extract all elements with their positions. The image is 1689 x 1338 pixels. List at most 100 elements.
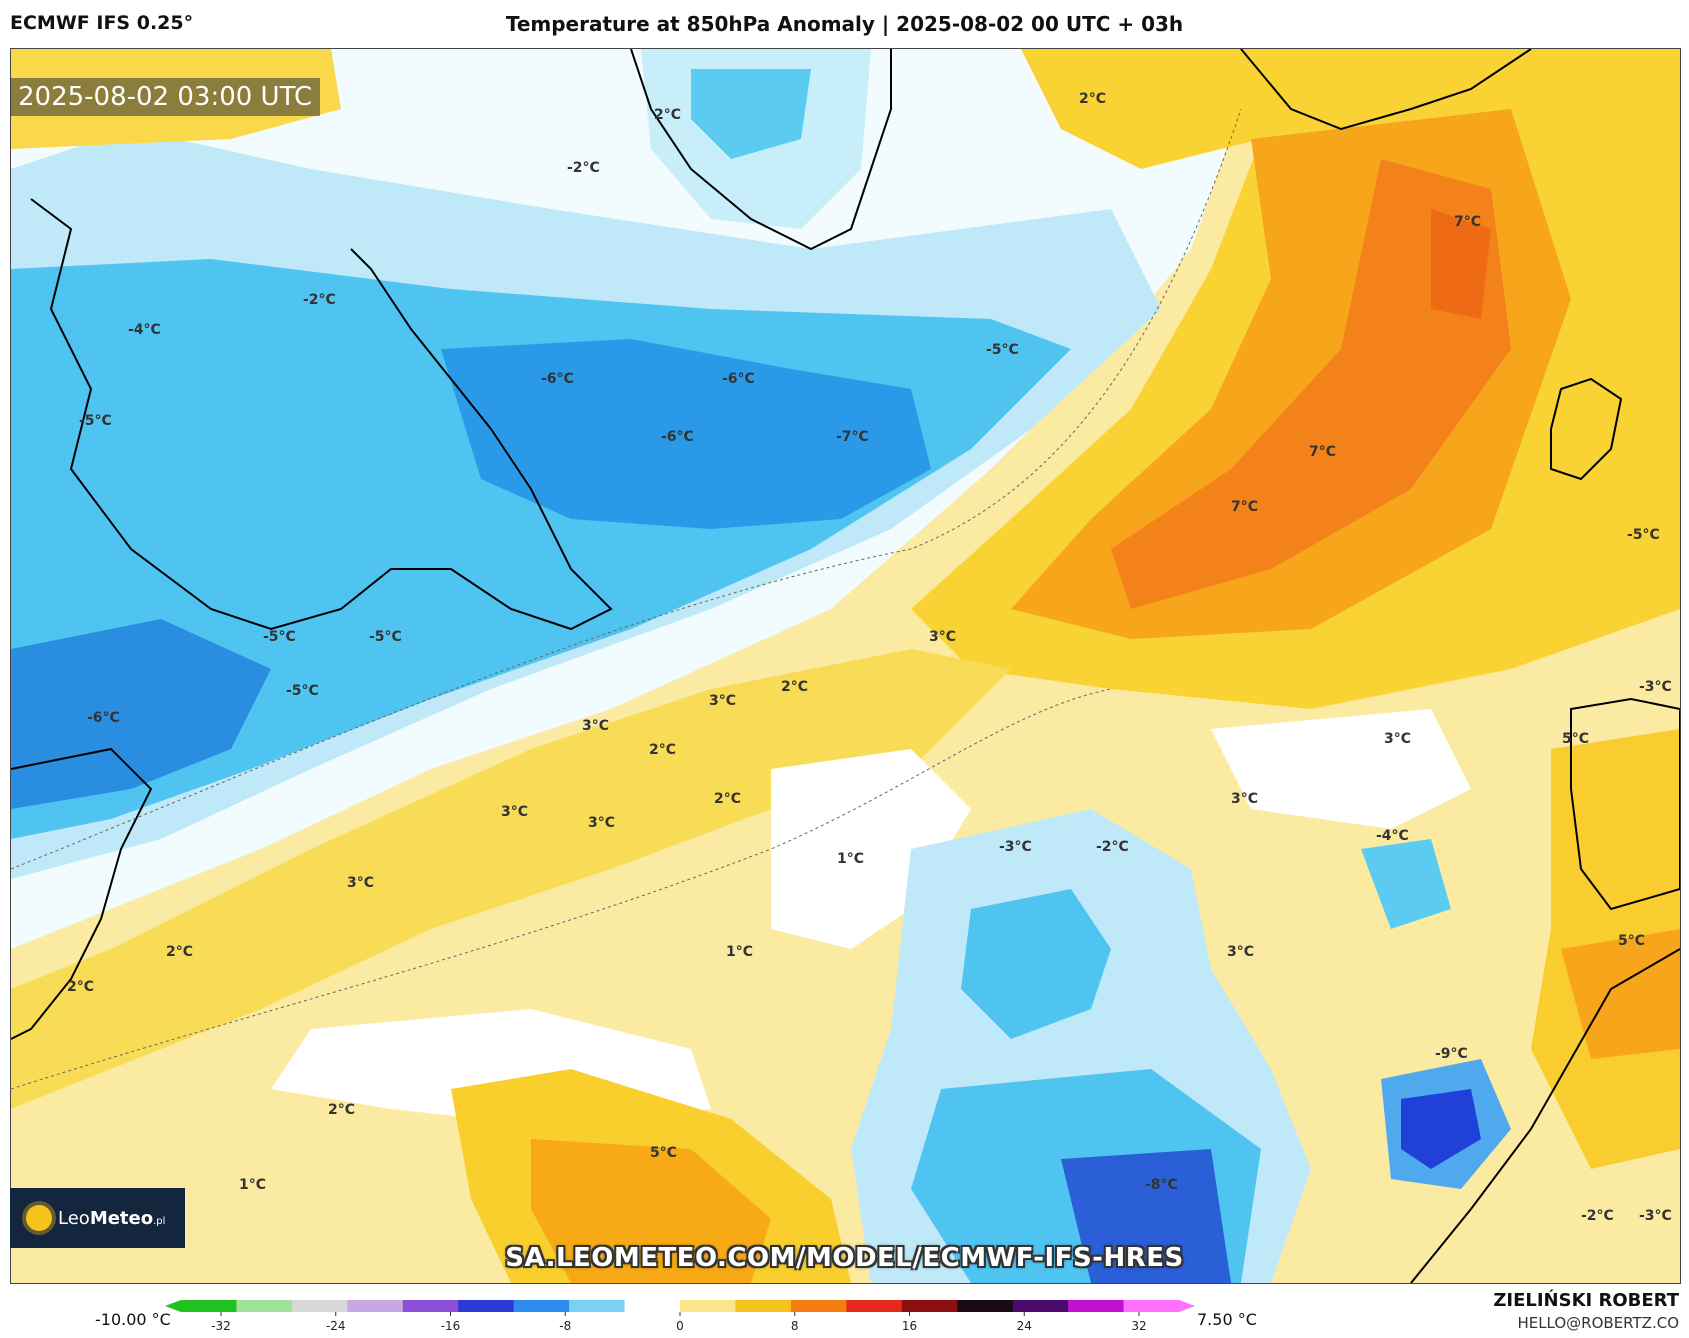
colorbar-segment — [680, 1300, 736, 1312]
contour-label: 2°C — [781, 679, 808, 695]
colorbar-tick-label: -24 — [326, 1319, 346, 1333]
contour-label: -4°C — [1376, 828, 1409, 844]
colorbar-arrow-left — [165, 1300, 181, 1312]
contour-label: 2°C — [166, 944, 193, 960]
colorbar-segment — [790, 1300, 847, 1312]
colorbar-segment — [846, 1300, 903, 1312]
contour-label: -5°C — [286, 683, 319, 699]
coastline-ireland — [1550, 377, 1623, 481]
contour-label: 2°C — [67, 979, 94, 995]
cold-anomaly-small — [1361, 839, 1451, 929]
colorbar: -32 -24 -16 -8 0 8 16 24 32 — [165, 1300, 1195, 1333]
colorbar-segment — [569, 1300, 626, 1312]
contour-label: 3°C — [1227, 944, 1254, 960]
colorbar-segment — [901, 1300, 958, 1312]
contour-label: 3°C — [1231, 791, 1258, 807]
coastline-iceland — [1240, 49, 1532, 131]
author-credit: ZIELIŃSKI ROBERT — [1493, 1290, 1679, 1311]
colorbar-segment — [624, 1300, 681, 1312]
colorbar-segment — [181, 1300, 237, 1312]
contour-label: 7°C — [1454, 214, 1481, 230]
colorbar-tick-label: 16 — [902, 1319, 917, 1333]
contour-label: -3°C — [999, 839, 1032, 855]
contour-label: 2°C — [328, 1102, 355, 1118]
contour-label: 2°C — [1079, 91, 1106, 107]
sun-icon — [26, 1205, 52, 1231]
contour-label: 2°C — [654, 107, 681, 123]
contour-label: -6°C — [87, 710, 120, 726]
valid-time-badge: 2025-08-02 03:00 UTC — [10, 78, 321, 116]
contour-label: 1°C — [239, 1177, 266, 1193]
colorbar-tick-label: 24 — [1017, 1319, 1032, 1333]
colorbar-max-label: 7.50 °C — [1197, 1310, 1257, 1329]
colorbar-min-label: -10.00 °C — [95, 1310, 171, 1329]
colorbar-tick-label: -16 — [441, 1319, 461, 1333]
colorbar-arrow-right — [1179, 1300, 1195, 1312]
colorbar-segment — [1123, 1300, 1180, 1312]
contour-label: 1°C — [726, 944, 753, 960]
coastline-canada — [30, 198, 613, 631]
colorbar-segment — [735, 1300, 792, 1312]
contour-label: -4°C — [128, 322, 161, 338]
contour-label: 3°C — [709, 693, 736, 709]
contour-label: -6°C — [661, 429, 694, 445]
contour-label: -5°C — [369, 629, 402, 645]
source-url: SA.LEOMETEO.COM/MODEL/ECMWF-IFS-HRES — [505, 1243, 1184, 1273]
warm-anomaly-south-core — [531, 1139, 771, 1283]
contour-label: -8°C — [1145, 1177, 1178, 1193]
warm-anomaly-core — [1111, 159, 1511, 609]
colorbar-tick-label: -8 — [559, 1319, 571, 1333]
cold-anomaly-core-nw — [441, 339, 931, 529]
colorbar-segment — [347, 1300, 404, 1312]
coastline-us-east — [11, 747, 153, 1040]
map-title: Temperature at 850hPa Anomaly | 2025-08-… — [505, 12, 1184, 36]
colorbar-tick-label: 32 — [1131, 1319, 1146, 1333]
contour-label: 1°C — [837, 851, 864, 867]
neutral-patch-3 — [1211, 709, 1471, 829]
cold-anomaly-south-core — [1061, 1149, 1231, 1283]
contour-label: 2°C — [649, 742, 676, 758]
contour-label: -2°C — [1096, 839, 1129, 855]
contour-label: -5°C — [263, 629, 296, 645]
contour-label: -7°C — [836, 429, 869, 445]
colorbar-tick-label: 8 — [791, 1319, 799, 1333]
contour-label: -6°C — [722, 371, 755, 387]
cold-anomaly-canary-core — [1401, 1089, 1481, 1169]
model-name: ECMWF IFS 0.25° — [10, 12, 194, 34]
colorbar-tick-label: -32 — [211, 1319, 231, 1333]
colorbar-segment — [513, 1300, 570, 1312]
contour-label: -6°C — [541, 371, 574, 387]
contour-label: 5°C — [650, 1145, 677, 1161]
contour-label: 7°C — [1309, 444, 1336, 460]
coastline-iberia — [1570, 697, 1680, 911]
leometeo-logo: LeoMeteo.pl — [10, 1188, 185, 1248]
contour-label: 3°C — [929, 629, 956, 645]
cold-anomaly-core-w — [11, 619, 271, 809]
contour-label: -9°C — [1435, 1046, 1468, 1062]
warm-anomaly-peak — [1431, 209, 1491, 319]
coastline-greenland — [630, 49, 892, 251]
contour-label: 2°C — [714, 791, 741, 807]
colorbar-segment — [458, 1300, 515, 1312]
author-email: HELLO@ROBERTZ.CO — [1517, 1314, 1679, 1332]
contour-label: 7°C — [1231, 499, 1258, 515]
contour-label: -5°C — [986, 342, 1019, 358]
contour-line-2 — [11, 688, 1112, 1090]
map-canvas: 2°C -2°C 2°C -2°C -4°C -5°C -6°C -6°C -5… — [11, 49, 1680, 1283]
contour-label: -5°C — [1627, 527, 1660, 543]
contour-labels: 2°C -2°C 2°C -2°C -4°C -5°C -6°C -6°C -5… — [67, 91, 1672, 1224]
contour-label: -2°C — [303, 292, 336, 308]
warm-band-central — [11, 649, 1011, 1109]
contour-label: 3°C — [501, 804, 528, 820]
colorbar-segment — [402, 1300, 459, 1312]
contour-label: 3°C — [582, 718, 609, 734]
contour-label: 5°C — [1562, 731, 1589, 747]
cold-anomaly-south-mid-1 — [961, 889, 1111, 1039]
colorbar-segment — [1012, 1300, 1069, 1312]
contour-label: -2°C — [1581, 1208, 1614, 1224]
contour-line-1 — [11, 108, 1242, 870]
colorbar-segment — [957, 1300, 1014, 1312]
contour-label: 3°C — [347, 875, 374, 891]
anomaly-map: 2°C -2°C 2°C -2°C -4°C -5°C -6°C -6°C -5… — [10, 48, 1681, 1284]
contour-label: 3°C — [1384, 731, 1411, 747]
